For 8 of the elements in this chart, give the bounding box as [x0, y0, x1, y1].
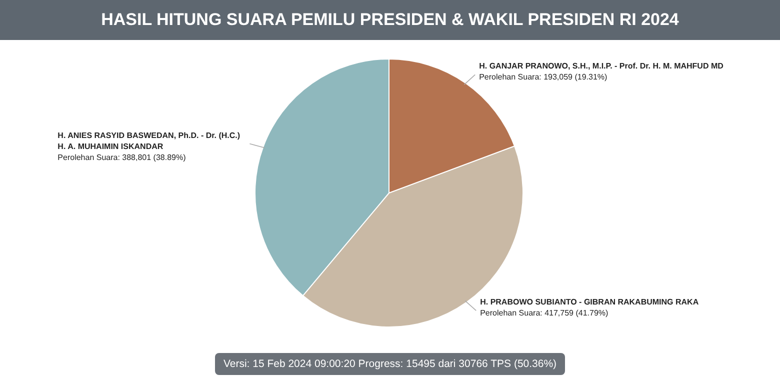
slice-label: H. GANJAR PRANOWO, S.H., M.I.P. - Prof. Dr. H. M. MAHFUD MD [479, 62, 724, 71]
data-label: Perolehan Suara: 388,801 (38.89%) [58, 152, 186, 162]
data-label: Perolehan Suara: 193,059 (19.31%) [479, 72, 608, 82]
slice-label: H. PRABOWO SUBIANTO - GIBRAN RAKABUMING RAKA [480, 298, 699, 307]
slice-label: H. ANIES RASYID BASWEDAN, Ph.D. - Dr. (H.C.) H. A. MUHAIMIN ISKANDAR [58, 130, 240, 151]
data-label: Perolehan Suara: 417,759 (41.79%) [480, 308, 609, 318]
text: Versi: 15 Feb 2024 09:00:20 Progress: 15495 dari 30766 TPS (50.36%) [215, 353, 565, 375]
chart-title: HASIL HITUNG SUARA PEMILU PRESIDEN & WAKIL PRESIDEN RI 2024 [0, 0, 780, 40]
